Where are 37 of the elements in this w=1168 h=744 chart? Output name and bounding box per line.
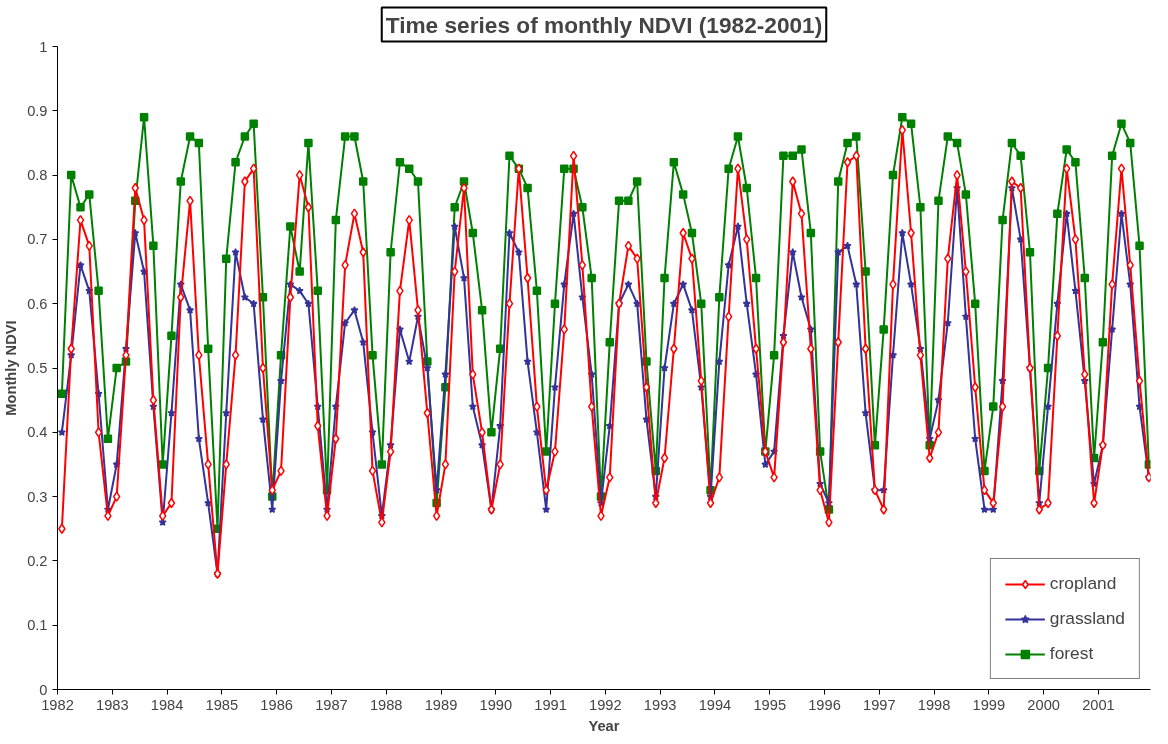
x-tick-label: 1982: [41, 696, 74, 713]
y-tick-label: 0.6: [27, 295, 48, 312]
x-tick-label: 2000: [1027, 696, 1060, 713]
x-tick-label: 1986: [260, 696, 293, 713]
y-tick-label: 0.7: [27, 231, 48, 248]
x-tick-label: 1998: [917, 696, 951, 713]
x-tick-label: 2001: [1082, 696, 1115, 713]
y-tick-label: 1: [39, 38, 48, 55]
chart-title: Time series of monthly NDVI (1982-2001): [385, 11, 823, 38]
x-tick-label: 1993: [643, 696, 677, 713]
x-tick-label: 1997: [863, 696, 896, 713]
y-axis-title: Monthly NDVI: [3, 320, 20, 416]
x-axis-title: Year: [588, 717, 620, 734]
x-tick-label: 1992: [589, 696, 622, 713]
legend-label: grassland: [1049, 608, 1125, 629]
x-tick-label: 1989: [424, 696, 458, 713]
x-tick-label: 1995: [753, 696, 787, 713]
legend-label: cropland: [1049, 573, 1117, 594]
x-tick-label: 1991: [534, 696, 567, 713]
x-tick-label: 1994: [698, 696, 732, 713]
y-tick-label: 0.5: [27, 360, 48, 376]
y-tick-label: 0.1: [27, 617, 48, 634]
x-tick-label: 1990: [479, 696, 513, 713]
y-tick-label: 0.4: [27, 424, 48, 441]
y-tick-label: 0.9: [27, 102, 48, 119]
y-tick-label: 0.3: [27, 488, 48, 505]
legend-label: forest: [1049, 643, 1094, 664]
y-tick-label: 0.8: [27, 167, 48, 184]
x-tick-label: 1988: [369, 696, 403, 713]
x-tick-label: 1984: [150, 696, 184, 713]
x-tick-label: 1987: [315, 696, 348, 713]
x-tick-label: 1996: [808, 696, 841, 713]
x-tick-label: 1983: [95, 696, 129, 713]
x-tick-label: 1985: [205, 696, 239, 713]
x-tick-label: 1999: [972, 696, 1006, 713]
y-tick-label: 0.2: [27, 552, 48, 569]
y-tick-label: 0: [39, 681, 48, 698]
